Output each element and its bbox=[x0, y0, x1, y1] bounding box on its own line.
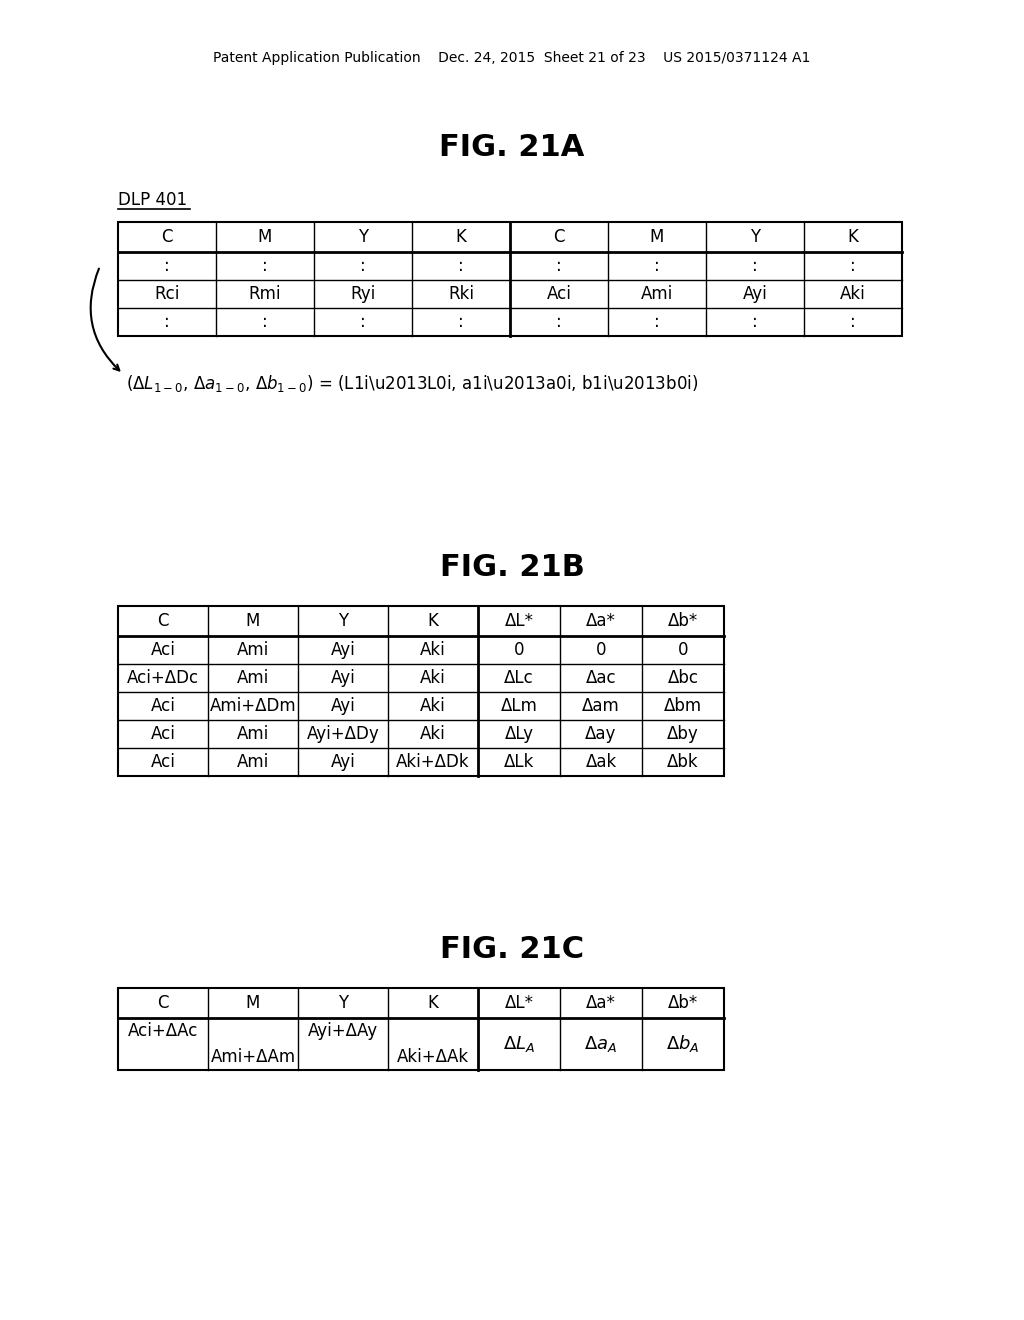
Text: FIG. 21A: FIG. 21A bbox=[439, 133, 585, 162]
Text: Y: Y bbox=[358, 228, 368, 246]
Text: K: K bbox=[456, 228, 467, 246]
Text: M: M bbox=[246, 612, 260, 630]
Text: K: K bbox=[428, 612, 438, 630]
Text: K: K bbox=[428, 994, 438, 1012]
Text: Δay: Δay bbox=[586, 725, 616, 743]
Text: ΔL*: ΔL* bbox=[505, 994, 534, 1012]
Text: Ami: Ami bbox=[237, 752, 269, 771]
Text: Aki+ΔAk: Aki+ΔAk bbox=[397, 1048, 469, 1067]
Text: Rmi: Rmi bbox=[249, 285, 282, 304]
Text: Ami: Ami bbox=[237, 642, 269, 659]
Text: :: : bbox=[262, 257, 268, 275]
Text: Rki: Rki bbox=[449, 285, 474, 304]
Text: :: : bbox=[458, 313, 464, 331]
Text: $\Delta a_A$: $\Delta a_A$ bbox=[585, 1034, 617, 1053]
Text: Δby: Δby bbox=[667, 725, 698, 743]
Text: :: : bbox=[164, 257, 170, 275]
Text: M: M bbox=[246, 994, 260, 1012]
Text: :: : bbox=[360, 257, 366, 275]
Text: C: C bbox=[161, 228, 173, 246]
Text: Ayi: Ayi bbox=[331, 642, 355, 659]
Text: 0: 0 bbox=[678, 642, 688, 659]
Text: Δbm: Δbm bbox=[664, 697, 702, 715]
Text: 0: 0 bbox=[514, 642, 524, 659]
Text: Aki: Aki bbox=[420, 725, 445, 743]
Text: Aki: Aki bbox=[420, 642, 445, 659]
Text: 0: 0 bbox=[596, 642, 606, 659]
Text: :: : bbox=[360, 313, 366, 331]
Text: Patent Application Publication    Dec. 24, 2015  Sheet 21 of 23    US 2015/03711: Patent Application Publication Dec. 24, … bbox=[213, 51, 811, 65]
Text: Δb*: Δb* bbox=[668, 994, 698, 1012]
Text: Aci: Aci bbox=[151, 697, 175, 715]
Text: :: : bbox=[752, 313, 758, 331]
Text: Ayi: Ayi bbox=[331, 697, 355, 715]
Text: ΔLk: ΔLk bbox=[504, 752, 535, 771]
Text: :: : bbox=[458, 257, 464, 275]
Text: Aci: Aci bbox=[151, 642, 175, 659]
Text: ΔLm: ΔLm bbox=[501, 697, 538, 715]
Text: :: : bbox=[850, 257, 856, 275]
Text: Aki: Aki bbox=[840, 285, 866, 304]
Text: K: K bbox=[848, 228, 858, 246]
Text: Rci: Rci bbox=[155, 285, 179, 304]
Text: Aci: Aci bbox=[151, 752, 175, 771]
Text: Δak: Δak bbox=[586, 752, 616, 771]
Text: :: : bbox=[164, 313, 170, 331]
Text: Δam: Δam bbox=[582, 697, 620, 715]
Text: ΔL*: ΔL* bbox=[505, 612, 534, 630]
Text: Ami+ΔDm: Ami+ΔDm bbox=[210, 697, 296, 715]
Text: Aki: Aki bbox=[420, 669, 445, 686]
Text: Aci: Aci bbox=[151, 725, 175, 743]
Bar bbox=[118, 606, 724, 776]
Text: Y: Y bbox=[750, 228, 760, 246]
Text: C: C bbox=[158, 612, 169, 630]
Bar bbox=[118, 222, 902, 337]
Text: ($\Delta L_{1-0}$, $\Delta a_{1-0}$, $\Delta b_{1-0}$) = (L1i\u2013L0i, a1i\u201: ($\Delta L_{1-0}$, $\Delta a_{1-0}$, $\D… bbox=[126, 374, 698, 395]
Text: Δbc: Δbc bbox=[668, 669, 698, 686]
Text: FIG. 21C: FIG. 21C bbox=[440, 936, 584, 965]
Text: M: M bbox=[258, 228, 272, 246]
Text: :: : bbox=[262, 313, 268, 331]
Text: :: : bbox=[752, 257, 758, 275]
Text: Ami: Ami bbox=[237, 669, 269, 686]
Text: Aci: Aci bbox=[547, 285, 571, 304]
Text: :: : bbox=[654, 257, 659, 275]
Text: Δb*: Δb* bbox=[668, 612, 698, 630]
Text: FIG. 21B: FIG. 21B bbox=[439, 553, 585, 582]
Text: Δa*: Δa* bbox=[586, 612, 616, 630]
Text: :: : bbox=[850, 313, 856, 331]
Text: Aci+ΔDc: Aci+ΔDc bbox=[127, 669, 199, 686]
Text: DLP 401: DLP 401 bbox=[118, 191, 187, 209]
Text: Δac: Δac bbox=[586, 669, 616, 686]
Text: M: M bbox=[650, 228, 665, 246]
Text: :: : bbox=[654, 313, 659, 331]
Text: $\Delta b_A$: $\Delta b_A$ bbox=[667, 1034, 699, 1055]
Text: Aci+ΔAc: Aci+ΔAc bbox=[128, 1022, 199, 1040]
Text: Ami: Ami bbox=[641, 285, 673, 304]
Text: Ami: Ami bbox=[237, 725, 269, 743]
Text: C: C bbox=[553, 228, 565, 246]
Text: C: C bbox=[158, 994, 169, 1012]
Text: Ayi+ΔAy: Ayi+ΔAy bbox=[308, 1022, 378, 1040]
Text: Δbk: Δbk bbox=[668, 752, 698, 771]
Text: Aki+ΔDk: Aki+ΔDk bbox=[396, 752, 470, 771]
Text: Y: Y bbox=[338, 612, 348, 630]
Text: Ayi: Ayi bbox=[331, 669, 355, 686]
Text: Ayi+ΔDy: Ayi+ΔDy bbox=[306, 725, 379, 743]
Text: :: : bbox=[556, 257, 562, 275]
Text: :: : bbox=[556, 313, 562, 331]
Text: ΔLy: ΔLy bbox=[505, 725, 534, 743]
Text: Ayi: Ayi bbox=[742, 285, 767, 304]
Text: Ami+ΔAm: Ami+ΔAm bbox=[211, 1048, 296, 1067]
Text: Ayi: Ayi bbox=[331, 752, 355, 771]
Text: $\Delta L_A$: $\Delta L_A$ bbox=[503, 1034, 536, 1053]
Text: Y: Y bbox=[338, 994, 348, 1012]
Bar bbox=[118, 987, 724, 1071]
Text: Ryi: Ryi bbox=[350, 285, 376, 304]
Text: Δa*: Δa* bbox=[586, 994, 616, 1012]
Text: Aki: Aki bbox=[420, 697, 445, 715]
Text: ΔLc: ΔLc bbox=[504, 669, 534, 686]
